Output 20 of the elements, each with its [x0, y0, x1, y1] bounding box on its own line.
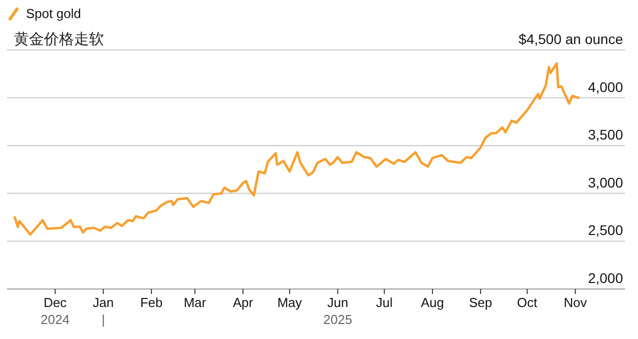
x-tick-label: Jan |	[92, 295, 114, 327]
chart-title: 黄金价格走软	[14, 31, 104, 48]
y-tick-label: 3,500	[588, 126, 624, 143]
y-tick-label: 4,000	[588, 78, 624, 95]
legend-label: Spot gold	[26, 6, 81, 21]
y-tick-label: 3,000	[588, 174, 624, 190]
x-tick-label: Apr	[232, 295, 254, 310]
x-tick-label: Oct	[517, 295, 538, 310]
x-tick-label: Sep	[469, 295, 492, 310]
y-tick-label: 2,000	[588, 270, 624, 286]
x-tick-label: Feb	[140, 295, 163, 310]
x-tick-label: Jun 2025	[323, 295, 352, 327]
x-tick-label: Jul	[376, 295, 393, 310]
x-tick-label: Dec 2024	[40, 295, 70, 327]
x-tick-label: Aug	[420, 295, 444, 310]
x-tick-label: May	[277, 295, 302, 310]
x-tick-label: Nov	[564, 295, 588, 310]
y-tick-label: $4,500 an ounce	[518, 31, 624, 47]
y-tick-label: 2,500	[588, 222, 624, 238]
x-tick-label: Mar	[184, 295, 207, 310]
